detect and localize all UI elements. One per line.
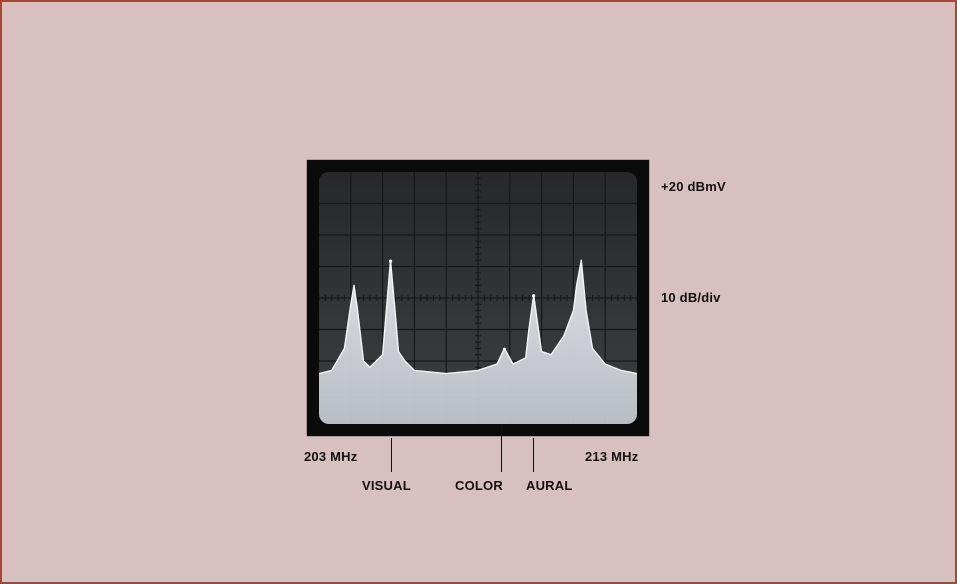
aural-leader-line	[533, 438, 534, 472]
carrier-peak-aural	[532, 294, 536, 298]
visual-carrier-label: VISUAL	[362, 478, 411, 493]
analyzer-screen	[319, 172, 637, 424]
carrier-peak-color	[502, 347, 506, 351]
color-carrier-label: COLOR	[455, 478, 503, 493]
spectrum-analyzer-display	[307, 160, 649, 436]
start-frequency-label: 203 MHz	[304, 449, 358, 464]
color-leader-line	[501, 426, 502, 472]
reference-level-label: +20 dBmV	[661, 179, 726, 194]
spectrum-trace-line	[319, 259, 637, 375]
spectrum-trace-fill	[319, 260, 637, 424]
scale-label: 10 dB/div	[661, 290, 721, 305]
spectrum-plot	[319, 172, 637, 424]
visual-leader-line	[391, 438, 392, 472]
end-frequency-label: 213 MHz	[585, 449, 639, 464]
carrier-peak-visual	[388, 259, 393, 263]
aural-carrier-label: AURAL	[526, 478, 573, 493]
